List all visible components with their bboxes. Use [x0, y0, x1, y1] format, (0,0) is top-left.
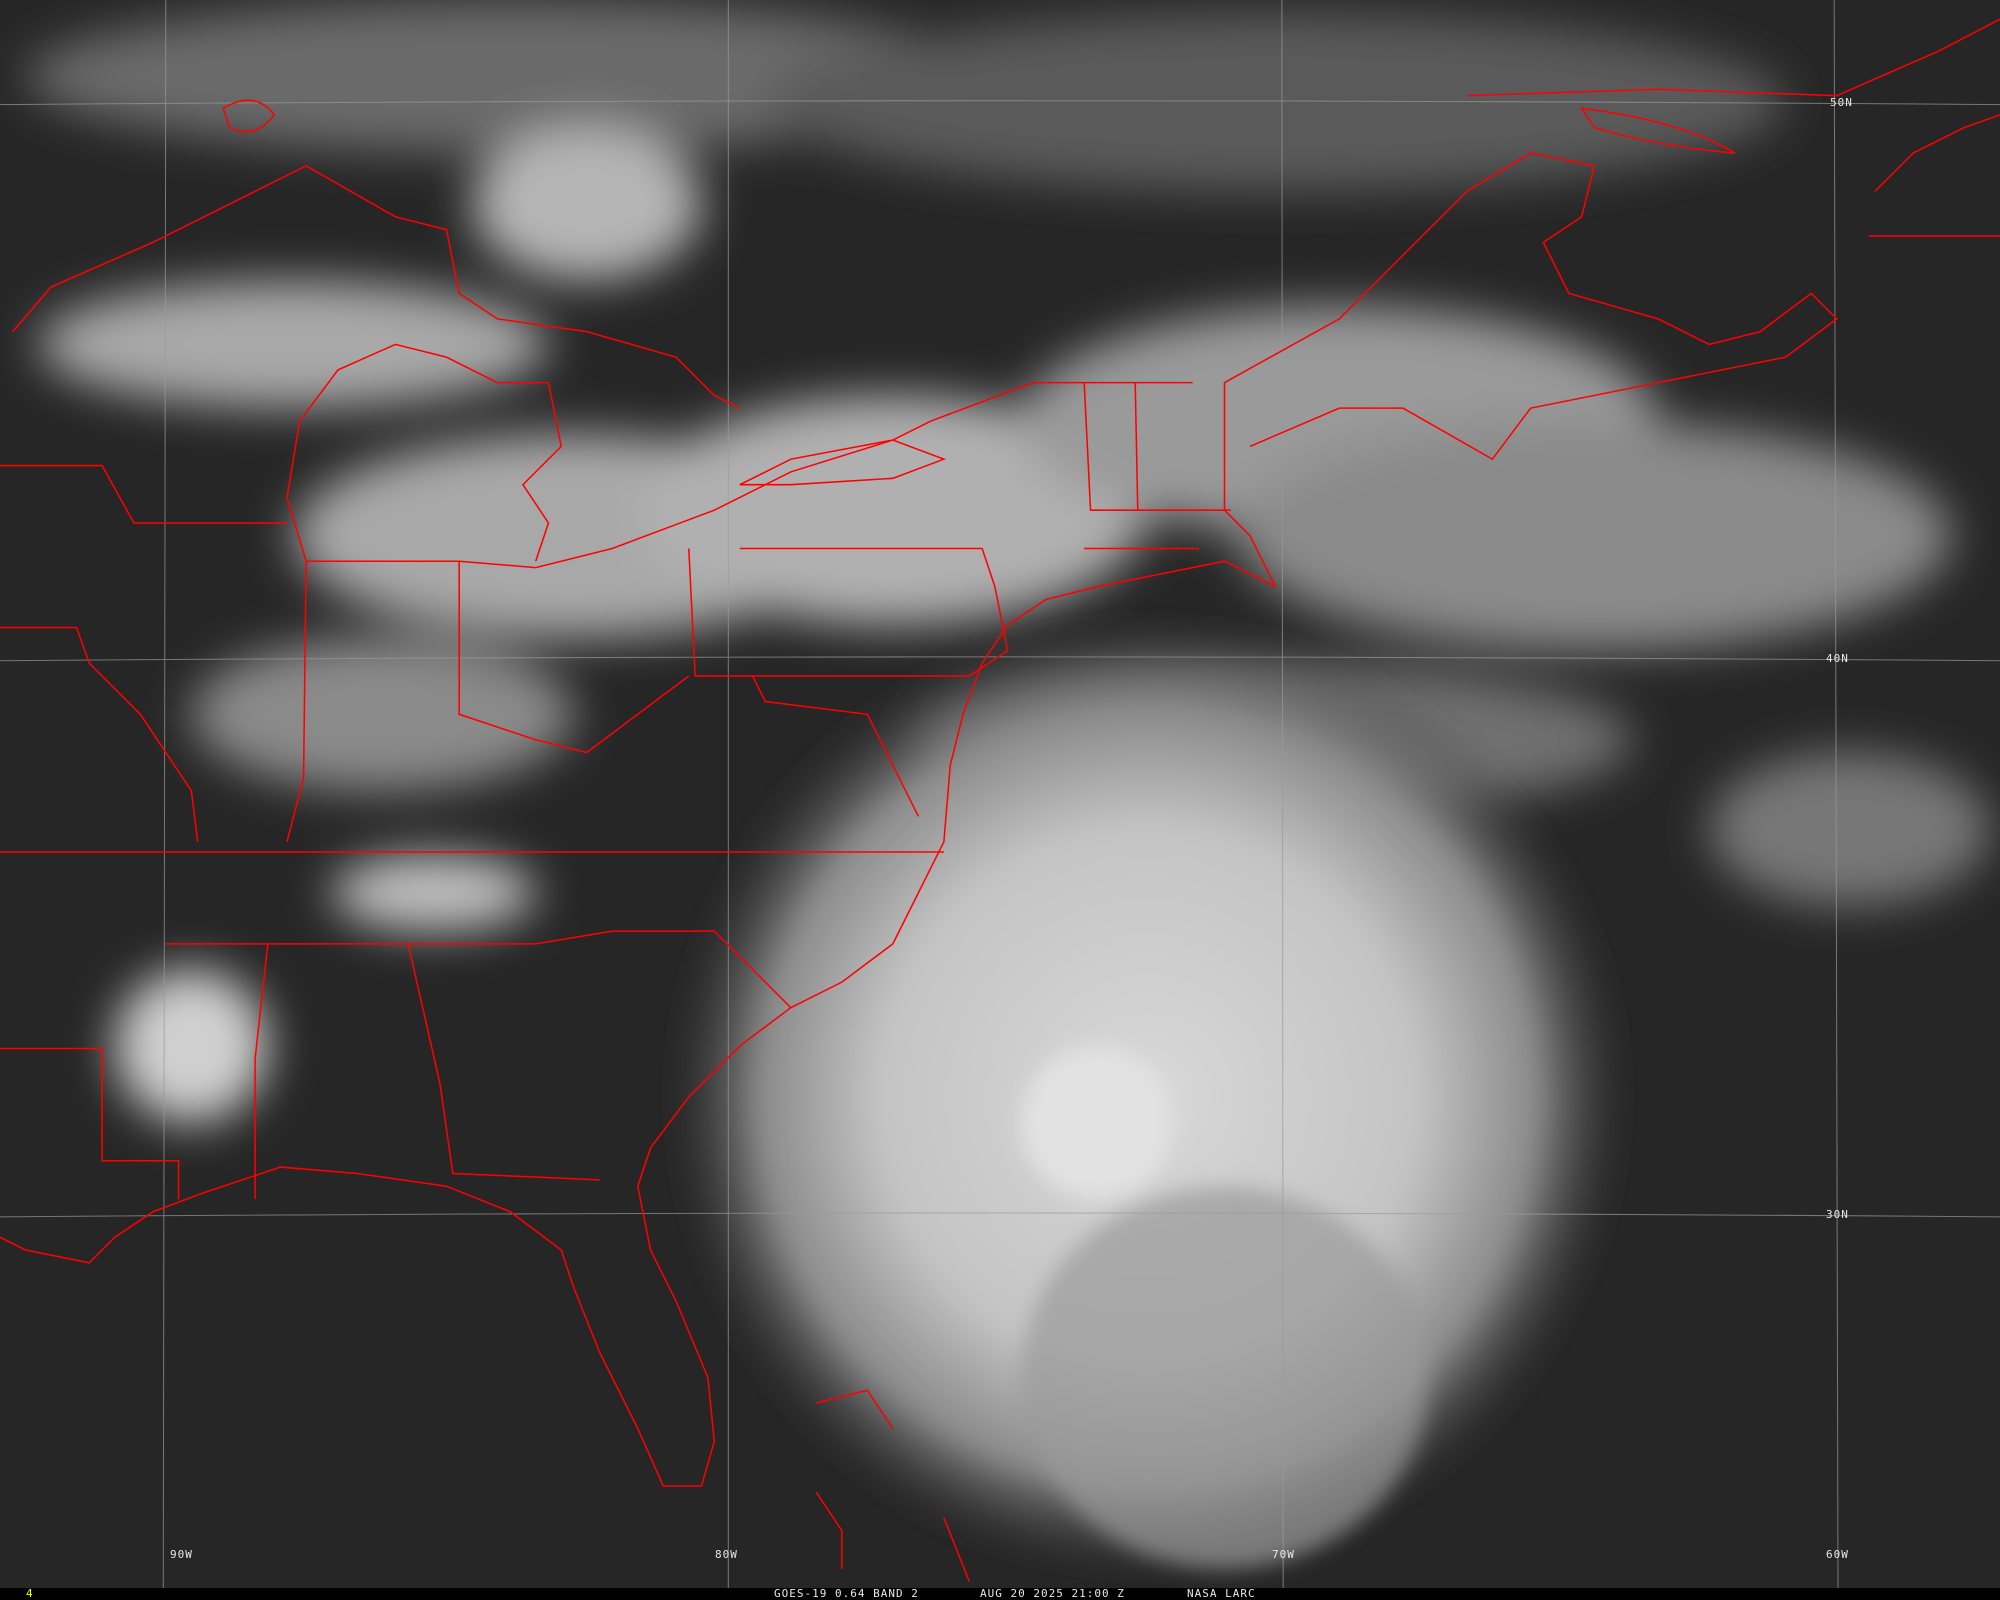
- hurricane: [663, 612, 1633, 1582]
- image-datetime: AUG 20 2025 21:00 Z: [980, 1587, 1125, 1600]
- lat-label-40n: 40N: [1826, 652, 1849, 665]
- image-source: NASA LARC: [1187, 1587, 1256, 1600]
- frame-number: 4: [26, 1587, 34, 1600]
- lon-label-70w: 70W: [1272, 1548, 1295, 1561]
- lat-label-30n: 30N: [1826, 1208, 1849, 1221]
- lat-label-50n: 50N: [1830, 96, 1853, 109]
- footer-bar: 4 GOES-19 0.64 BAND 2 AUG 20 2025 21:00 …: [0, 1588, 2000, 1600]
- lon-label-60w: 60W: [1826, 1548, 1849, 1561]
- cloud-cover: [25, 0, 1990, 1123]
- satellite-band: GOES-19 0.64 BAND 2: [774, 1587, 919, 1600]
- lon-label-80w: 80W: [715, 1548, 738, 1561]
- lon-label-90w: 90W: [170, 1548, 193, 1561]
- political-boundaries: [0, 18, 2000, 1582]
